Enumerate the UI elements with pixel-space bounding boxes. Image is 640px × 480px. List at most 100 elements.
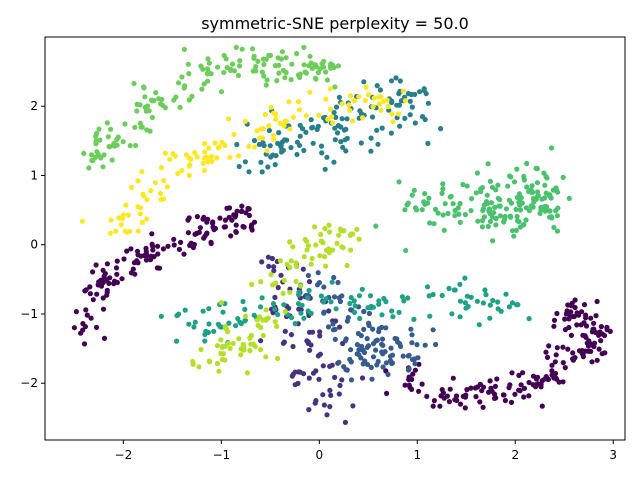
scatter-point: [200, 216, 206, 222]
scatter-point: [490, 297, 496, 304]
scatter-point: [408, 326, 414, 332]
scatter-point: [321, 58, 327, 64]
scatter-point: [231, 68, 238, 74]
scatter-point: [138, 205, 144, 211]
scatter-point: [389, 352, 396, 358]
scatter-point: [217, 324, 223, 330]
scatter-point: [495, 182, 501, 188]
scatter-point: [447, 386, 453, 392]
scatter-point: [317, 333, 323, 339]
scatter-point: [442, 201, 448, 207]
scatter-point: [574, 310, 580, 316]
scatter-point: [316, 280, 322, 286]
scatter-point: [281, 302, 287, 308]
y-tick-label: −1: [20, 307, 38, 321]
scatter-point: [348, 347, 354, 353]
scatter-point: [303, 113, 309, 119]
scatter-point: [350, 118, 356, 124]
scatter-point: [440, 181, 446, 187]
scatter-point: [521, 394, 527, 400]
scatter-point: [533, 165, 539, 171]
scatter-point: [189, 93, 195, 99]
scatter-point: [544, 175, 550, 181]
scatter-point: [217, 215, 223, 221]
scatter-point: [171, 236, 177, 242]
scatter-point: [560, 344, 566, 350]
scatter-point: [276, 70, 282, 76]
scatter-point: [108, 126, 114, 132]
scatter-point: [503, 291, 509, 297]
scatter-point: [295, 99, 302, 105]
x-tick-label: 2: [511, 448, 519, 462]
scatter-point: [326, 308, 332, 314]
scatter-point: [533, 376, 540, 382]
scatter-point: [328, 106, 334, 112]
scatter-point: [342, 338, 348, 344]
scatter-point: [332, 125, 338, 131]
x-tick-label: 0: [316, 448, 324, 462]
scatter-point: [165, 243, 171, 249]
scatter-point: [181, 85, 187, 91]
scatter-point: [591, 320, 597, 326]
scatter-point: [506, 304, 512, 310]
scatter-point: [271, 264, 277, 270]
scatter-point: [201, 167, 207, 174]
scatter-point: [360, 115, 366, 121]
scatter-point: [273, 153, 279, 159]
scatter-point: [325, 116, 331, 122]
scatter-point: [153, 90, 159, 96]
scatter-point: [107, 275, 113, 281]
scatter-point: [390, 314, 396, 320]
scatter-point: [487, 302, 493, 308]
scatter-point: [186, 155, 192, 161]
scatter-point: [460, 181, 466, 188]
scatter-point: [526, 379, 532, 386]
scatter-point: [109, 157, 115, 163]
scatter-point: [554, 228, 561, 234]
scatter-point: [441, 395, 447, 401]
scatter-point: [407, 112, 413, 118]
scatter-point: [352, 303, 358, 309]
scatter-point: [234, 141, 240, 148]
scatter-point: [318, 293, 324, 299]
scatter-point: [507, 213, 513, 219]
scatter-point: [356, 94, 362, 100]
scatter-point: [255, 58, 261, 64]
scatter-point: [409, 332, 415, 338]
scatter-point: [376, 94, 382, 100]
scatter-point: [571, 313, 577, 320]
scatter-point: [554, 345, 560, 351]
scatter-point: [337, 382, 343, 389]
scatter-point: [329, 362, 335, 368]
scatter-point: [280, 290, 286, 296]
scatter-point: [535, 189, 541, 195]
scatter-point: [380, 342, 386, 348]
scatter-point: [214, 360, 221, 367]
scatter-point: [367, 293, 374, 299]
scatter-point: [254, 128, 260, 134]
scatter-point: [239, 46, 245, 52]
scatter-point: [376, 298, 382, 304]
scatter-point: [477, 399, 483, 405]
scatter-point: [226, 320, 232, 326]
scatter-point: [143, 257, 149, 263]
scatter-point: [283, 70, 289, 76]
scatter-point: [108, 217, 114, 223]
scatter-point: [196, 364, 202, 370]
x-tick-label: −2: [115, 448, 133, 462]
scatter-point: [426, 195, 432, 201]
y-tick-label: 1: [30, 168, 38, 182]
scatter-point: [497, 197, 503, 203]
scatter-point: [560, 379, 566, 385]
scatter-point: [332, 374, 338, 380]
scatter-point: [486, 208, 492, 214]
scatter-point: [177, 104, 183, 110]
scatter-point: [221, 69, 227, 76]
scatter-point: [487, 218, 493, 225]
scatter-point: [488, 200, 495, 206]
scatter-point: [206, 145, 212, 151]
scatter-point: [288, 258, 294, 264]
scatter-point: [462, 275, 468, 281]
scatter-point: [336, 359, 342, 365]
scatter-point: [369, 376, 375, 382]
